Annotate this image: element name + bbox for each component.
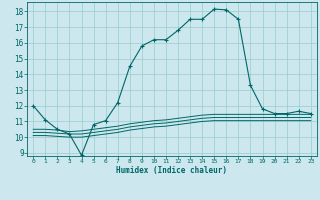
X-axis label: Humidex (Indice chaleur): Humidex (Indice chaleur): [116, 166, 228, 175]
